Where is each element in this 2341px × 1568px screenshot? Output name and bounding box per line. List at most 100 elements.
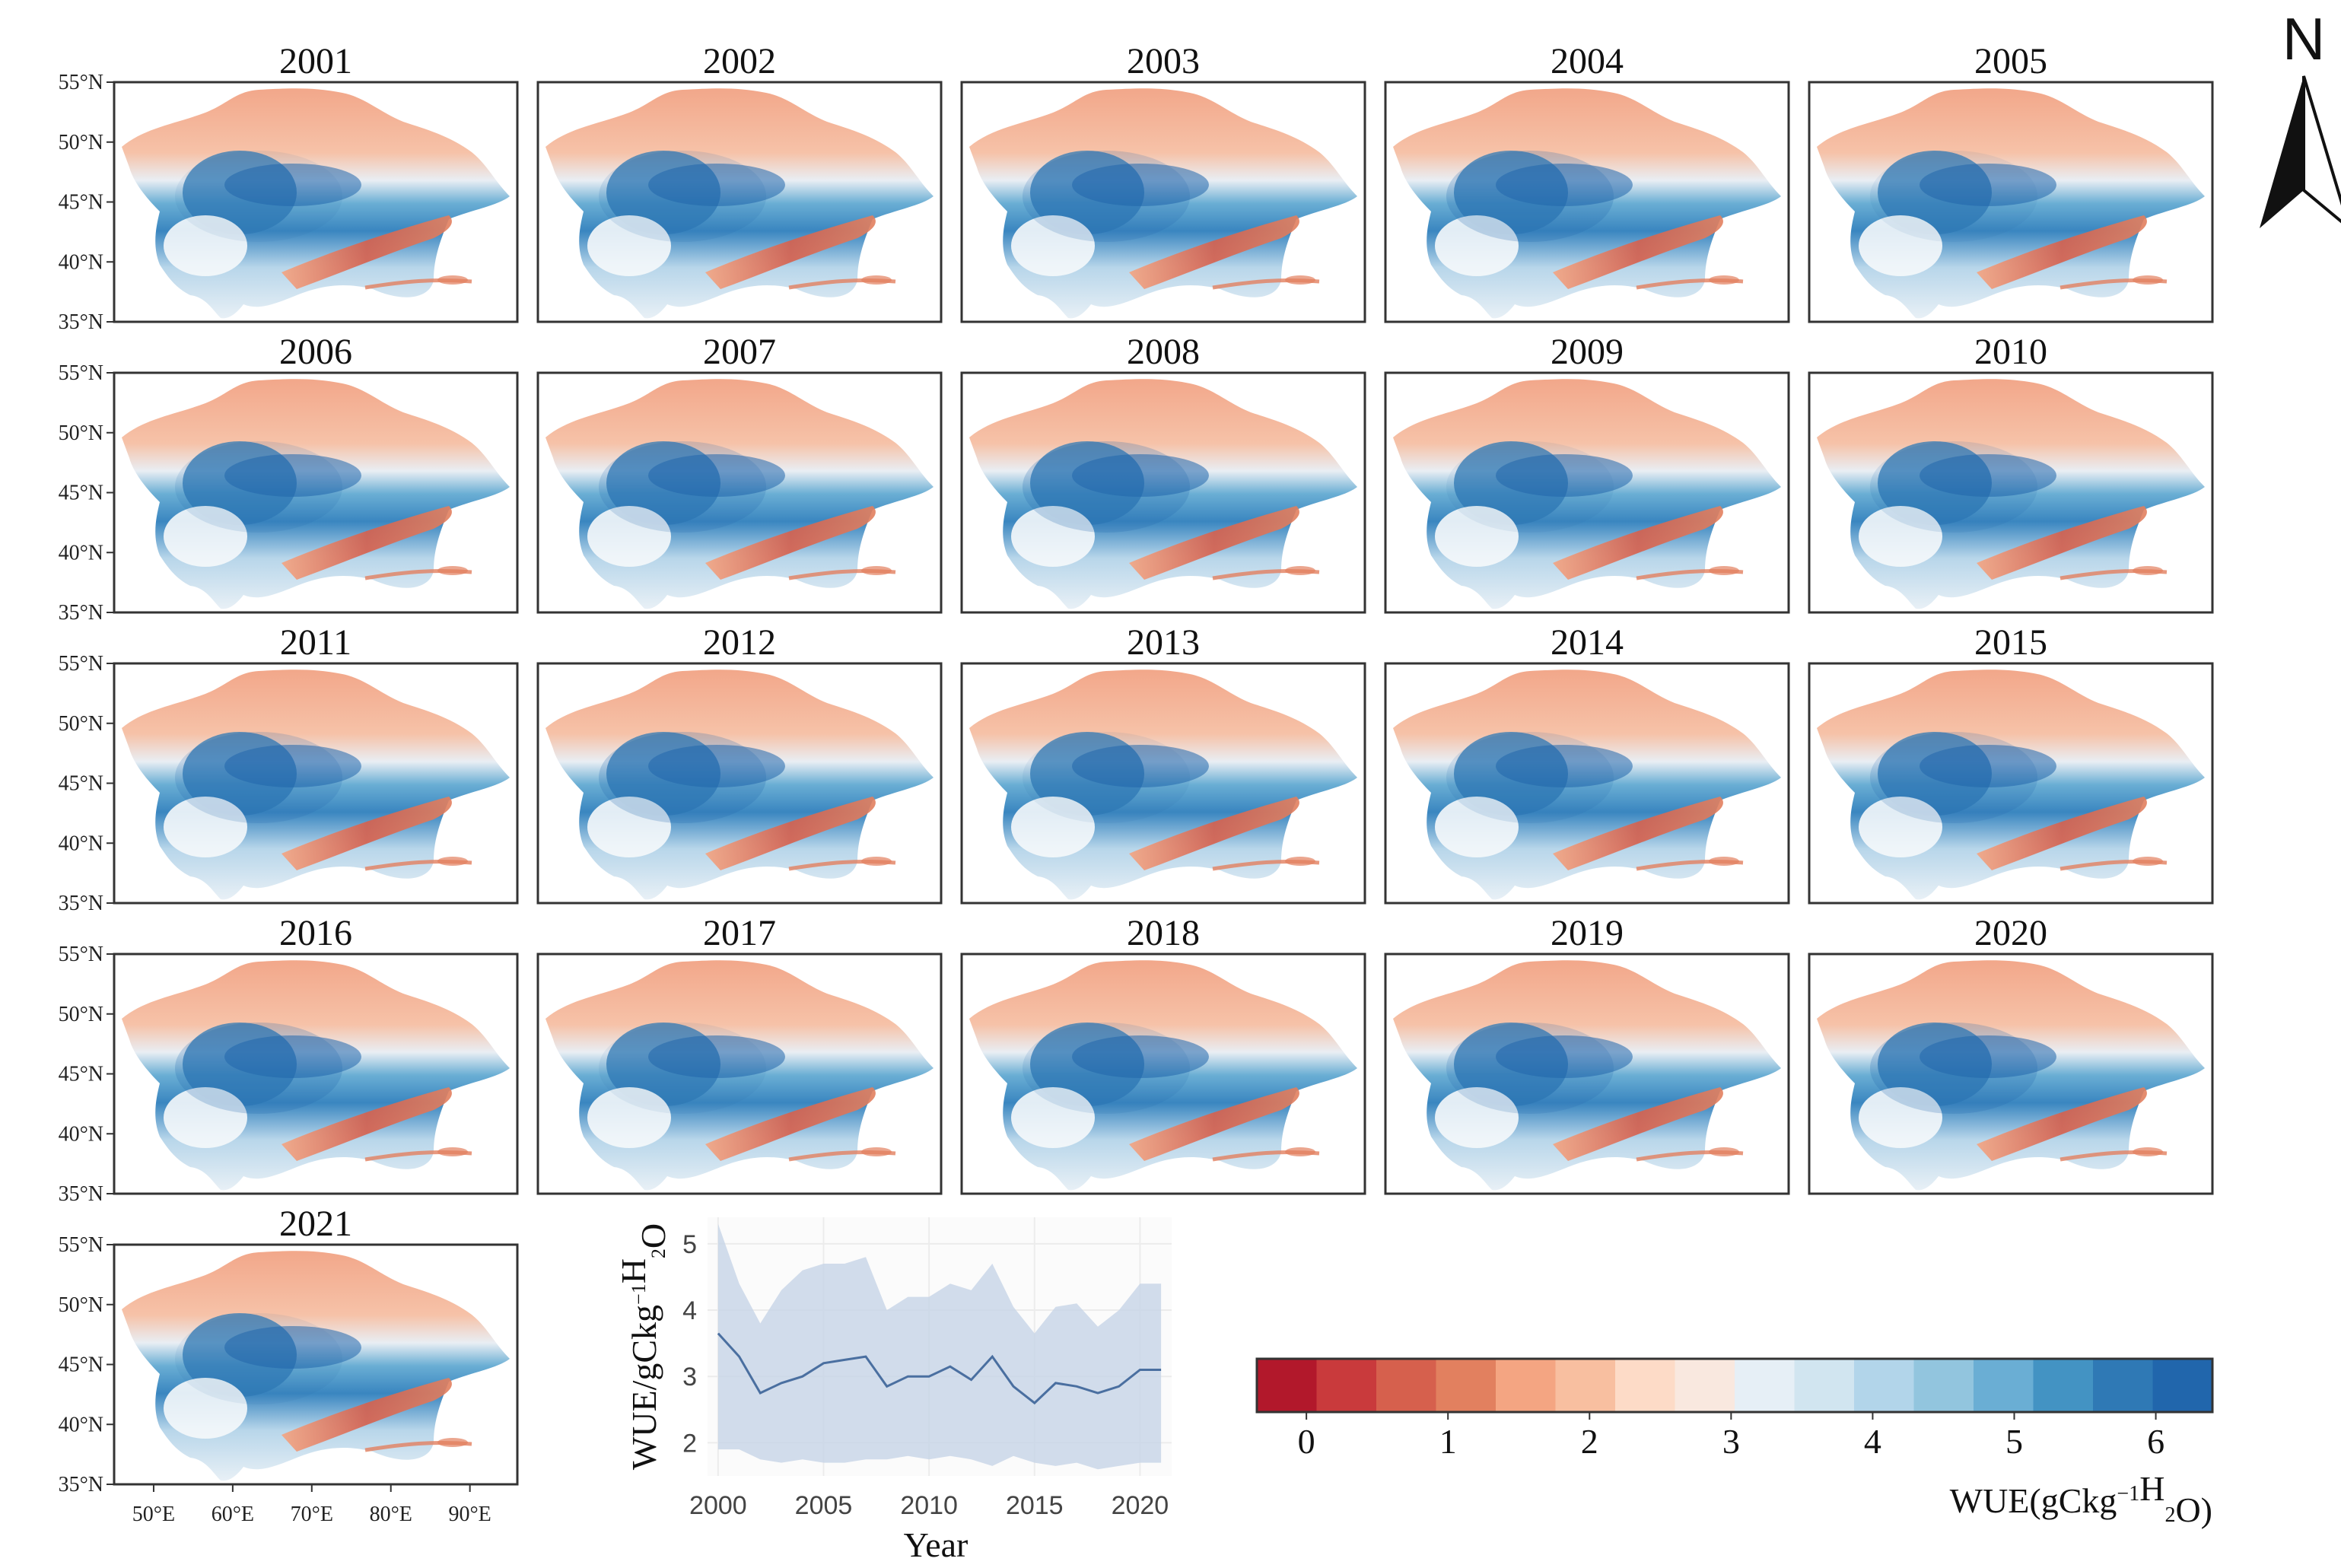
panel-frame: [1808, 81, 2214, 323]
map-panel-2018: 2018: [960, 913, 1366, 1195]
panel-title: 2018: [1127, 913, 1200, 953]
panel-title: 2019: [1551, 913, 1624, 953]
y-tick-label: 50°N: [59, 1293, 103, 1317]
wue-map-2016: [122, 960, 510, 1190]
wue-blue-core: [1023, 151, 1190, 242]
panel-frame: [960, 953, 1366, 1195]
y-tick-label: 40°N: [59, 541, 103, 565]
y-tick-label: 50°N: [59, 421, 103, 445]
x-tick-label: 2010: [900, 1491, 958, 1520]
colorbar-swatch: [1974, 1359, 2034, 1412]
map-panel-2008: 2008: [960, 332, 1366, 614]
panel-title: 2017: [703, 913, 776, 953]
panel-frame: [960, 662, 1366, 905]
y-tick-label: 40°N: [59, 1413, 103, 1436]
y-axis-label-part: 2: [647, 1248, 670, 1258]
colorbar-label-part: −1: [2117, 1482, 2139, 1506]
colorbar-tick-label: 3: [1722, 1422, 1740, 1461]
y-axis-label-part: H: [614, 1258, 653, 1283]
x-tick-label: 2020: [1112, 1491, 1169, 1520]
wue-blue-core: [1023, 732, 1190, 823]
wue-blue-core: [175, 1023, 342, 1114]
panel-title: 2010: [1974, 332, 2047, 372]
panel-frame: [536, 371, 943, 614]
map-panel-2001: 2001 55°N 50°N 45°N 40°N 35°N: [59, 41, 519, 334]
colorbar-label: WUE(gCkg−1H2O): [1950, 1469, 2212, 1529]
colorbar-tick-label: 5: [2005, 1422, 2023, 1461]
north-arrow-icon-outline: [2302, 75, 2341, 224]
x-tick-label: 2000: [689, 1491, 747, 1520]
map-panel-2004: 2004: [1384, 41, 1790, 323]
wue-map-2008: [969, 379, 1357, 609]
colorbar-label-part: O): [2175, 1490, 2212, 1529]
panel-title: 2003: [1127, 41, 1200, 81]
colorbar-swatch: [1913, 1359, 1974, 1412]
wue-map-2005: [1817, 88, 2205, 318]
wue-map-2018: [969, 960, 1357, 1190]
panel-frame: [1384, 81, 1790, 323]
map-panel-2007: 2007: [536, 332, 943, 614]
panel-frame: [536, 662, 943, 905]
panel-frame: [536, 953, 943, 1195]
colorbar-swatch: [1436, 1359, 1497, 1412]
panel-frame: [1808, 662, 2214, 905]
wue-map-2010: [1817, 379, 2205, 609]
wue-blue-core: [599, 441, 766, 533]
colorbar-label-part: H: [2139, 1469, 2164, 1508]
wue-map-2007: [545, 379, 934, 609]
x-tick-label: 2005: [795, 1491, 853, 1520]
colorbar-swatch: [1496, 1359, 1556, 1412]
wue-blue-core: [175, 441, 342, 533]
wue-map-2021: [122, 1251, 510, 1481]
panel-frame: [1384, 371, 1790, 614]
panel-title: 2005: [1974, 41, 2047, 81]
north-arrow-label: N: [2282, 5, 2325, 72]
panel-frame: [536, 81, 943, 323]
map-panel-2011: 2011 55°N 50°N 45°N 40°N 35°N: [59, 622, 519, 915]
y-tick-label: 35°N: [59, 601, 103, 625]
y-tick-label: 45°N: [59, 1353, 103, 1377]
y-tick-label: 40°N: [59, 832, 103, 855]
wue-blue-core: [1023, 441, 1190, 533]
y-axis-label-part: −1: [628, 1283, 650, 1305]
colorbar-swatch: [1794, 1359, 1855, 1412]
colorbar-swatch: [1257, 1359, 1317, 1412]
wue-map-2004: [1393, 88, 1781, 318]
panel-frame: [1808, 371, 2214, 614]
panel-title: 2004: [1551, 41, 1624, 81]
wue-blue-core: [1446, 1023, 1614, 1114]
y-tick-label: 5: [682, 1230, 697, 1259]
wue-map-2017: [545, 960, 934, 1190]
wue-blue-core: [599, 732, 766, 823]
map-panel-2010: 2010: [1808, 332, 2214, 614]
x-tick-label: 2015: [1006, 1491, 1064, 1520]
wue-blue-core: [1446, 732, 1614, 823]
y-tick-label: 40°N: [59, 1122, 103, 1146]
wue-blue-core: [175, 732, 342, 823]
panel-title: 2020: [1974, 913, 2047, 953]
map-panel-2013: 2013: [960, 622, 1366, 905]
map-panels: 2001 55°N 50°N 45°N 40°N 35°N 2002 2003 2004 2005…: [59, 41, 2214, 1526]
panel-title: 2015: [1974, 622, 2047, 663]
x-tick-label: 60°E: [212, 1503, 254, 1526]
colorbar-tick-label: 4: [1864, 1422, 1881, 1461]
panel-title: 2007: [703, 332, 776, 372]
wue-blue-core: [175, 151, 342, 242]
panel-frame: [1808, 953, 2214, 1195]
y-tick-label: 50°N: [59, 712, 103, 736]
x-axis-label: Year: [904, 1525, 969, 1564]
wue-blue-core: [175, 1313, 342, 1404]
wue-map-2013: [969, 670, 1357, 899]
panel-title: 2002: [703, 41, 776, 81]
x-tick-label: 70°E: [291, 1503, 333, 1526]
panel-title: 2021: [279, 1204, 352, 1244]
y-tick-label: 2: [682, 1429, 697, 1458]
wue-blue-core: [599, 1023, 766, 1114]
map-panel-2015: 2015: [1808, 622, 2214, 905]
x-tick-label: 90°E: [448, 1503, 491, 1526]
y-tick-label: 50°N: [59, 131, 103, 154]
colorbar-tick-label: 6: [2147, 1422, 2164, 1461]
y-tick-label: 55°N: [59, 1233, 103, 1257]
